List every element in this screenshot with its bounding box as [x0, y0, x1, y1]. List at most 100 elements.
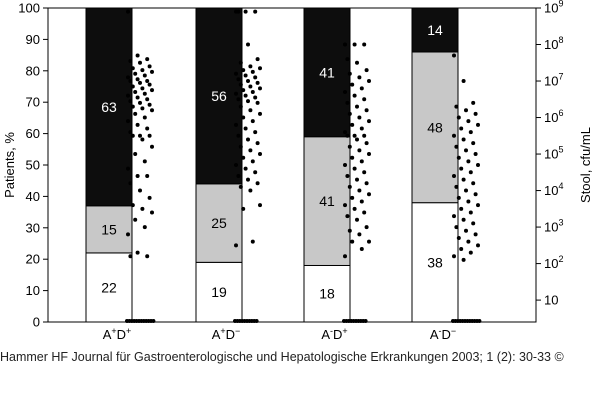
scatter-point [126, 166, 130, 171]
data-label: 38 [427, 254, 443, 270]
scatter-point [343, 42, 347, 47]
data-label: 25 [211, 215, 227, 231]
scatter-point [345, 133, 350, 138]
scatter-point [133, 71, 138, 76]
scatter-point [145, 57, 150, 62]
scatter-point [258, 86, 262, 91]
scatter-point [126, 75, 130, 80]
scatter-point [234, 163, 238, 167]
scatter-point [238, 104, 243, 109]
scatter-point [243, 93, 248, 98]
scatter-point [343, 89, 347, 94]
scatter-point [135, 95, 140, 100]
scatter-point [246, 79, 250, 84]
scatter-point [454, 225, 459, 230]
scatter-point [236, 77, 241, 82]
bars: 22 15 63 19 25 56 18 41 41 38 48 14 [85, 7, 459, 323]
scatter-point [258, 111, 262, 116]
scatter-point [253, 95, 258, 100]
data-label: 22 [101, 279, 117, 295]
y2-tick-label: 106 [544, 108, 563, 125]
scatter-point [128, 181, 133, 186]
scatter-point [133, 217, 138, 222]
axis-labels: Patients, % Stool, cfu/mL A+D+ A+D− A-D+ A-D− [2, 127, 593, 342]
scatter-point [246, 42, 250, 47]
axes: 0 10 20 30 40 50 60 70 80 90 100 10 102 103 104 105 106 1… [18, 0, 563, 330]
scatter-point [350, 82, 355, 87]
data-label: 41 [319, 193, 335, 209]
scatter-point [243, 9, 248, 14]
scatter-point [347, 111, 352, 116]
scatter-point [138, 188, 142, 193]
scatter-point [253, 9, 258, 14]
scatter-point [362, 210, 367, 215]
y2-tick-label: 107 [544, 72, 563, 89]
bar-segment [85, 252, 133, 323]
scatter-point [362, 97, 367, 102]
x-tick-label: A-D− [430, 326, 456, 342]
scatter-point [236, 97, 241, 102]
scatter-point [234, 243, 238, 248]
scatter-point [255, 100, 260, 105]
scatter-point [246, 99, 250, 104]
scatter-point [359, 246, 364, 251]
scatter-point [355, 217, 359, 222]
y-tick-label: 10 [26, 283, 40, 298]
scatter-point [459, 246, 464, 251]
scatter-point [471, 181, 476, 186]
data-label: 15 [101, 221, 117, 237]
scatter-point [238, 60, 243, 65]
x-tick-label: A-D+ [321, 326, 347, 342]
scatter-point [142, 91, 147, 96]
scatter-point [343, 130, 347, 135]
scatter-point [459, 206, 464, 211]
y2-axis-title: Stool, cfu/mL [578, 127, 593, 203]
scatter-point [255, 181, 260, 186]
scatter-point [140, 106, 145, 111]
scatter-point [362, 170, 367, 175]
scatter-point [128, 99, 133, 104]
scatter-point [343, 254, 347, 259]
scatter-point [473, 192, 478, 197]
scatter-point [135, 53, 140, 58]
bar-segment [411, 202, 459, 323]
scatter-point [461, 217, 466, 222]
y-tick-label: 70 [26, 95, 40, 110]
scatter-point [128, 58, 133, 63]
scatter-point [255, 57, 260, 62]
scatter-point [133, 152, 138, 157]
scatter-point [352, 166, 357, 171]
scatter-point [142, 115, 147, 120]
scatter-point [126, 119, 130, 124]
scatter-point [145, 254, 150, 259]
scatter-point [128, 130, 133, 135]
scatter-point [452, 53, 456, 58]
scatter-point [461, 79, 466, 84]
y-tick-label: 0 [33, 315, 40, 330]
scatter-point [456, 115, 461, 120]
chart: 0 10 20 30 40 50 60 70 80 90 100 10 102 103 104 105 106 1… [2, 0, 593, 342]
scatter-point [367, 192, 371, 197]
scatter-point [238, 144, 243, 149]
scatter-point [236, 9, 241, 14]
y-tick-label: 60 [26, 126, 40, 141]
scatter-point [452, 214, 456, 219]
scatter-point [250, 69, 255, 74]
scatter-point [128, 254, 133, 259]
scatter-point [138, 60, 142, 65]
scatter-point [248, 148, 253, 153]
scatter-point [145, 173, 150, 178]
scatter-point [355, 137, 359, 142]
scatter-point [248, 64, 253, 69]
y2-tick-label: 102 [544, 254, 563, 271]
scatter-point [138, 133, 142, 138]
y2-tick-label: 105 [544, 145, 563, 162]
scatter-point [359, 86, 364, 91]
scatter-point [135, 122, 140, 127]
bar-segment [195, 261, 243, 323]
scatter-point [248, 108, 253, 113]
scatter-point [241, 155, 246, 160]
scatter-point [459, 166, 464, 171]
scatter-point [246, 177, 250, 182]
scatter-point [355, 60, 359, 65]
